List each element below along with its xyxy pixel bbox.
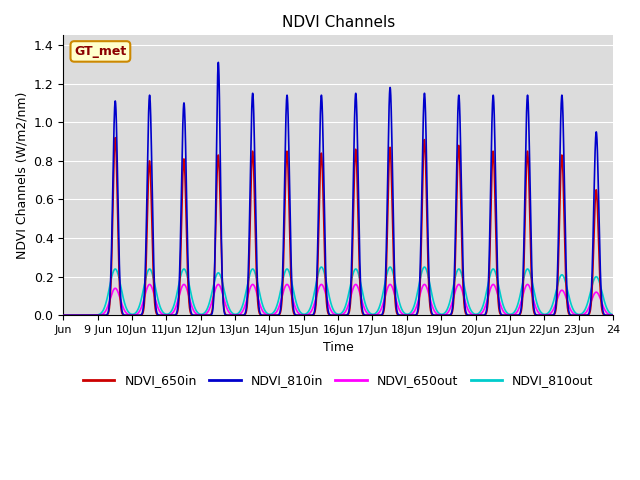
Title: NDVI Channels: NDVI Channels xyxy=(282,15,395,30)
X-axis label: Time: Time xyxy=(323,341,353,354)
Legend: NDVI_650in, NDVI_810in, NDVI_650out, NDVI_810out: NDVI_650in, NDVI_810in, NDVI_650out, NDV… xyxy=(78,369,598,392)
Y-axis label: NDVI Channels (W/m2/nm): NDVI Channels (W/m2/nm) xyxy=(15,92,28,259)
Text: GT_met: GT_met xyxy=(74,45,127,58)
